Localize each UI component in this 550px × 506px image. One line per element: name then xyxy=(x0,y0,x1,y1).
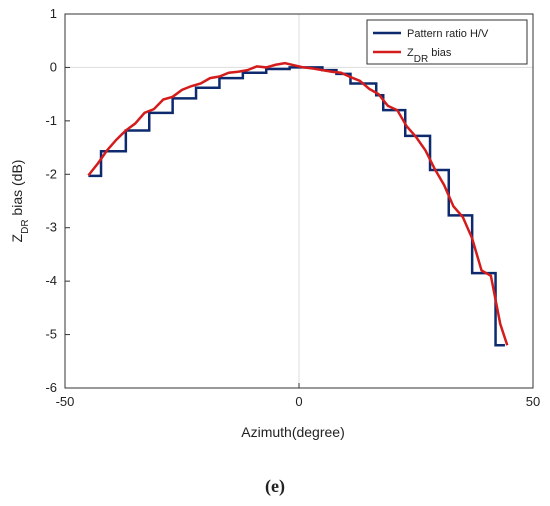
text-part: DR xyxy=(414,54,428,65)
series-line xyxy=(87,61,509,346)
y-tick-label: -1 xyxy=(45,113,57,128)
x-tick-label: -50 xyxy=(56,394,75,409)
x-tick-label: 0 xyxy=(295,394,302,409)
y-tick-label: 1 xyxy=(50,6,57,21)
panel-label: (e) xyxy=(265,476,285,497)
y-tick-label: 0 xyxy=(50,59,57,74)
text-part: Z xyxy=(407,47,414,59)
text-part: bias xyxy=(428,47,452,59)
y-tick-label: -5 xyxy=(45,327,57,342)
x-axis-label: Azimuth(degree) xyxy=(241,424,345,440)
legend-box xyxy=(366,19,528,65)
y-tick-label: -6 xyxy=(45,380,57,395)
y-tick-label: -4 xyxy=(45,273,57,288)
text-part: Z xyxy=(9,233,25,242)
legend-label: Pattern ratio H/V xyxy=(407,28,489,40)
text-part: DR xyxy=(20,219,31,233)
y-tick-label: -2 xyxy=(45,166,57,181)
x-tick-label: 50 xyxy=(526,394,540,409)
series-line xyxy=(88,66,505,347)
y-axis-label: ZDR bias (dB) xyxy=(9,160,31,243)
legend-label: ZDR bias xyxy=(407,47,452,65)
y-tick-label: -3 xyxy=(45,220,57,235)
text-part: bias (dB) xyxy=(9,160,25,220)
